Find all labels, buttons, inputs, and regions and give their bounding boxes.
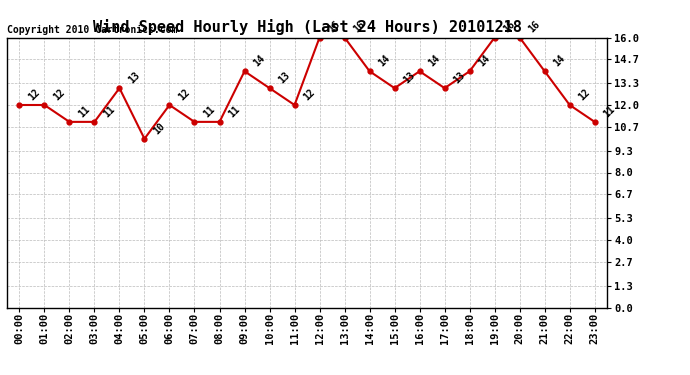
Text: 13: 13 — [126, 70, 141, 86]
Text: 11: 11 — [602, 104, 617, 119]
Text: 14: 14 — [377, 53, 392, 69]
Text: 10: 10 — [151, 121, 167, 136]
Text: Copyright 2010 Cartronics.com: Copyright 2010 Cartronics.com — [7, 25, 177, 35]
Text: 12: 12 — [51, 87, 67, 102]
Text: 12: 12 — [26, 87, 41, 102]
Text: 11: 11 — [101, 104, 117, 119]
Text: 16: 16 — [326, 20, 342, 35]
Title: Wind Speed Hourly High (Last 24 Hours) 20101218: Wind Speed Hourly High (Last 24 Hours) 2… — [92, 19, 522, 35]
Text: 11: 11 — [201, 104, 217, 119]
Text: 16: 16 — [526, 20, 542, 35]
Text: 11: 11 — [226, 104, 242, 119]
Text: 14: 14 — [477, 53, 492, 69]
Text: 12: 12 — [577, 87, 592, 102]
Text: 14: 14 — [251, 53, 267, 69]
Text: 13: 13 — [277, 70, 292, 86]
Text: 14: 14 — [551, 53, 567, 69]
Text: 12: 12 — [177, 87, 192, 102]
Text: 12: 12 — [302, 87, 317, 102]
Text: 16: 16 — [502, 20, 517, 35]
Text: 11: 11 — [77, 104, 92, 119]
Text: 16: 16 — [351, 20, 367, 35]
Text: 13: 13 — [402, 70, 417, 86]
Text: 13: 13 — [451, 70, 467, 86]
Text: 14: 14 — [426, 53, 442, 69]
